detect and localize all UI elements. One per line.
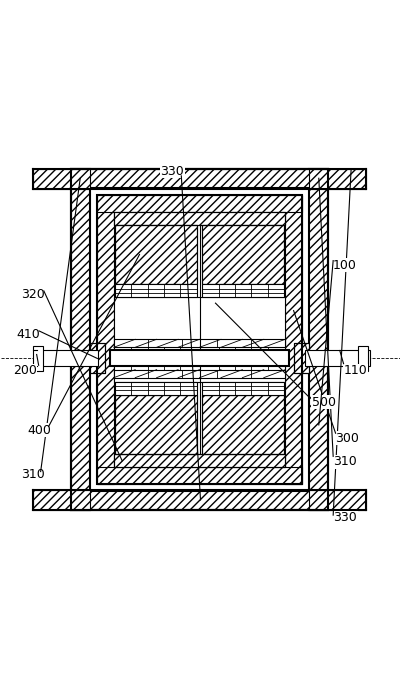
Text: 110: 110 — [344, 364, 367, 377]
Bar — [115, 395, 197, 454]
Bar — [115, 285, 197, 297]
Bar — [71, 169, 328, 510]
Bar — [97, 467, 302, 484]
Bar — [114, 370, 285, 378]
Bar — [71, 169, 328, 188]
Bar — [358, 346, 369, 371]
Bar — [202, 225, 284, 285]
Bar — [202, 285, 284, 297]
Bar — [114, 212, 285, 225]
Bar — [294, 343, 309, 373]
Bar — [115, 225, 197, 285]
Text: 200: 200 — [13, 364, 36, 377]
Bar — [36, 351, 98, 366]
Bar — [115, 395, 197, 454]
Bar — [285, 195, 302, 484]
Bar — [114, 454, 285, 467]
Bar — [90, 343, 105, 373]
Bar — [114, 212, 285, 225]
Bar — [309, 169, 328, 510]
Text: 410: 410 — [17, 328, 41, 341]
Text: 310: 310 — [333, 456, 357, 469]
Text: 330: 330 — [333, 511, 357, 524]
Text: 330: 330 — [160, 165, 184, 178]
Bar — [202, 225, 284, 285]
Bar — [71, 169, 90, 510]
Text: 310: 310 — [22, 468, 45, 481]
Bar — [97, 195, 302, 484]
Bar — [115, 382, 197, 395]
Bar — [202, 382, 284, 395]
Bar — [114, 454, 285, 467]
Bar — [305, 351, 371, 366]
Bar — [110, 351, 289, 366]
Bar — [202, 395, 284, 454]
Bar — [294, 343, 309, 373]
Bar — [114, 297, 285, 382]
Bar — [71, 491, 328, 510]
Bar — [115, 225, 197, 285]
Bar — [309, 490, 367, 510]
Bar — [32, 346, 43, 371]
Bar — [114, 339, 285, 347]
Bar — [90, 343, 105, 373]
Text: 100: 100 — [333, 259, 357, 272]
Bar — [32, 169, 90, 189]
Bar — [97, 195, 302, 212]
Text: 500: 500 — [312, 396, 336, 409]
Bar — [32, 490, 90, 510]
Text: 300: 300 — [336, 432, 359, 445]
Text: 400: 400 — [28, 424, 52, 437]
Bar — [202, 395, 284, 454]
Text: 320: 320 — [21, 288, 45, 301]
Bar — [309, 169, 367, 189]
Bar — [97, 195, 114, 484]
